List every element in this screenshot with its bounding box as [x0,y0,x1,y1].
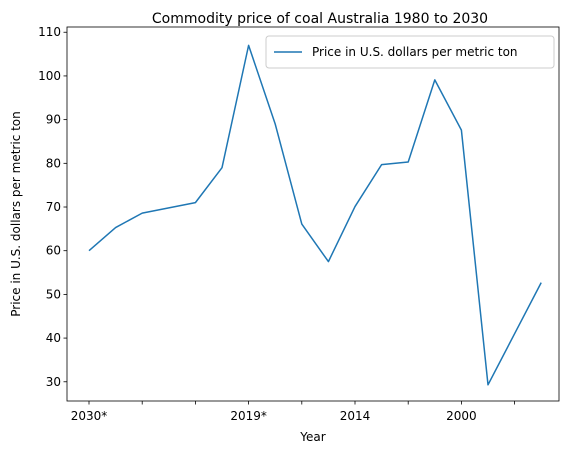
plot-frame [66,26,560,402]
y-tick-label: 110 [38,25,61,39]
y-tick-label: 90 [46,113,61,127]
x-tick-label: 2014 [340,409,371,423]
y-tick-label: 70 [46,200,61,214]
y-tick-label: 100 [38,69,61,83]
y-tick-label: 80 [46,156,61,170]
y-tick-label: 50 [46,287,61,301]
y-axis: 30 40 50 60 70 80 90 100 110 [38,25,67,389]
x-axis: 2030* 2019* 2014 2000 [71,401,515,423]
legend: Price in U.S. dollars per metric ton [265,35,555,69]
chart-title: Commodity price of coal Australia 1980 t… [152,11,488,27]
y-tick-label: 60 [46,244,61,258]
x-tick-label: 2030* [71,409,108,423]
y-tick-label: 30 [46,375,61,389]
series-line [88,44,542,386]
legend-label: Price in U.S. dollars per metric ton [312,45,518,59]
x-axis-label: Year [299,430,325,444]
y-tick-label: 40 [46,331,61,345]
legend-box [265,35,555,69]
x-tick-label: 2000 [446,409,477,423]
y-axis-label: Price in U.S. dollars per metric ton [9,111,23,317]
x-tick-label: 2019* [230,409,267,423]
